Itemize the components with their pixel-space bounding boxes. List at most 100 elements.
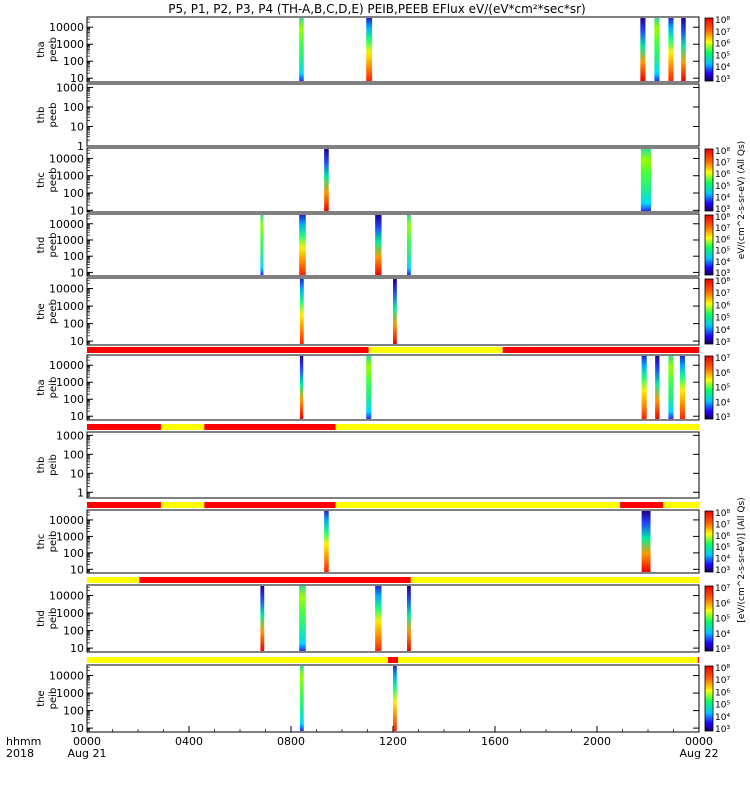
spectrogram-burst: [375, 586, 382, 651]
mode-bar-segment: [697, 657, 699, 663]
colorbar-tick-label: 10³: [715, 725, 730, 735]
spectrogram-burst: [640, 149, 652, 211]
panel-label-product: peib: [48, 688, 59, 710]
panel-label-product: peeb: [48, 168, 59, 193]
mode-bar-segment: [368, 347, 503, 353]
y-tick-label: 10000: [49, 21, 84, 34]
spectrogram-burst: [393, 279, 397, 344]
panel-label-probe: thc: [36, 534, 47, 550]
y-tick-label: 100: [63, 187, 84, 200]
panel-label-product: peib: [48, 608, 59, 630]
panel-label-product: peeb: [48, 233, 59, 258]
y-tick-label: 10: [70, 467, 84, 480]
panel-label-product: peib: [48, 531, 59, 553]
y-tick-label: 10: [70, 120, 84, 133]
colorbar-tick-label: 10⁶: [715, 688, 730, 698]
colorbar-tick-label: 10⁵: [715, 615, 730, 625]
spectrogram-burst: [324, 149, 329, 211]
y-tick-label: 100: [63, 393, 84, 406]
mode-bar-segment: [335, 424, 699, 430]
spectrogram-burst: [407, 215, 411, 275]
y-tick-label: 10: [70, 642, 84, 655]
y-tick-label: 10000: [49, 590, 84, 603]
x-tick-label: 0000: [685, 735, 713, 748]
colorbar-tick-label: 10⁷: [715, 354, 730, 364]
colorbar-tick-label: 10⁵: [715, 543, 730, 553]
panel-label-probe: thb: [36, 107, 47, 124]
panel-label-probe: tha: [36, 41, 47, 57]
colorbar: [704, 17, 714, 82]
colorbar-tick-label: 10⁶: [715, 170, 730, 180]
spectrogram-burst: [299, 586, 306, 651]
panel-label-product: peeb: [48, 103, 59, 128]
y-tick-label: 10: [70, 410, 84, 423]
colorbar-tick-label: 10⁵: [715, 701, 730, 711]
spectrogram-burst: [366, 18, 373, 81]
spectrogram-burst: [407, 586, 411, 651]
spectrogram-burst: [641, 356, 647, 419]
colorbar-tick-label: 10⁶: [715, 599, 730, 609]
colorbar-tick-label: 10⁴: [715, 398, 730, 408]
y-tick-label: 10000: [49, 218, 84, 231]
plot-area: [87, 432, 699, 498]
spectrogram-burst: [640, 18, 646, 81]
y-tick-label: 1000: [56, 607, 84, 620]
colorbar-tick-label: 10³: [715, 269, 730, 279]
y-tick-label: 1000: [56, 530, 84, 543]
y-tick-label: 100: [63, 625, 84, 638]
mode-bar-segment: [663, 502, 699, 508]
colorbar-tick-label: 10⁸: [715, 147, 730, 157]
y-tick-label: 100: [63, 448, 84, 461]
y-tick-label: 1000: [56, 429, 84, 442]
x-tick-label: 0400: [175, 735, 203, 748]
colorbar-title-peib: [eV/(cm^2-s-sr-eV)] (All Qs): [737, 497, 747, 622]
colorbar-tick-label: 10⁴: [715, 713, 730, 723]
y-tick-label: 1000: [56, 38, 84, 51]
x-axis-format-label: hhmm: [6, 735, 41, 748]
colorbar-tick-label: 10⁸: [715, 16, 730, 26]
panel-label-probe: tha: [36, 379, 47, 395]
colorbar-tick-label: 10⁴: [715, 193, 730, 203]
y-tick-label: 10: [70, 335, 84, 348]
colorbar-tick-label: 10⁵: [715, 182, 730, 192]
colorbar: [704, 665, 714, 732]
colorbar: [704, 214, 714, 276]
mode-bar-segment: [410, 577, 699, 583]
mode-bar-segment: [160, 424, 205, 430]
panel-label-product: peib: [48, 454, 59, 476]
chart-title: P5, P1, P2, P3, P4 (TH-A,B,C,D,E) PEIB,P…: [168, 2, 585, 16]
y-tick-label: 10: [70, 72, 84, 85]
plot-frame: [86, 431, 700, 499]
date-label-end: Aug 22: [680, 747, 719, 760]
panel-label-probe: thb: [36, 457, 47, 474]
mode-bar-segment: [139, 577, 411, 583]
colorbar-tick-label: 10⁷: [715, 676, 730, 686]
y-tick-label: 1000: [56, 300, 84, 313]
spectrogram-burst: [375, 215, 382, 275]
colorbar-tick-label: 10⁸: [715, 277, 730, 287]
colorbar-tick-label: 10⁴: [715, 555, 730, 565]
x-tick-label: 0000: [73, 735, 101, 748]
plot-area: [87, 214, 699, 276]
y-tick-label: 100: [63, 705, 84, 718]
mode-bar-segment: [160, 502, 205, 508]
colorbar-tick-label: 10⁷: [715, 289, 730, 299]
spectrogram-burst: [324, 511, 329, 572]
x-tick-label: 2000: [583, 735, 611, 748]
spectrogram-burst: [393, 666, 397, 731]
y-tick-label: 10000: [49, 152, 84, 165]
colorbar-tick-label: 10⁸: [715, 509, 730, 519]
y-tick-label: 1000: [56, 234, 84, 247]
colorbar-tick-label: 10⁶: [715, 369, 730, 379]
spectrogram-burst: [681, 18, 686, 81]
y-tick-label: 100: [63, 55, 84, 68]
spectrogram-burst: [299, 356, 304, 419]
spectrogram-burst: [299, 666, 304, 731]
mode-bar-segment: [335, 502, 620, 508]
colorbar-tick-label: 10⁷: [715, 224, 730, 234]
